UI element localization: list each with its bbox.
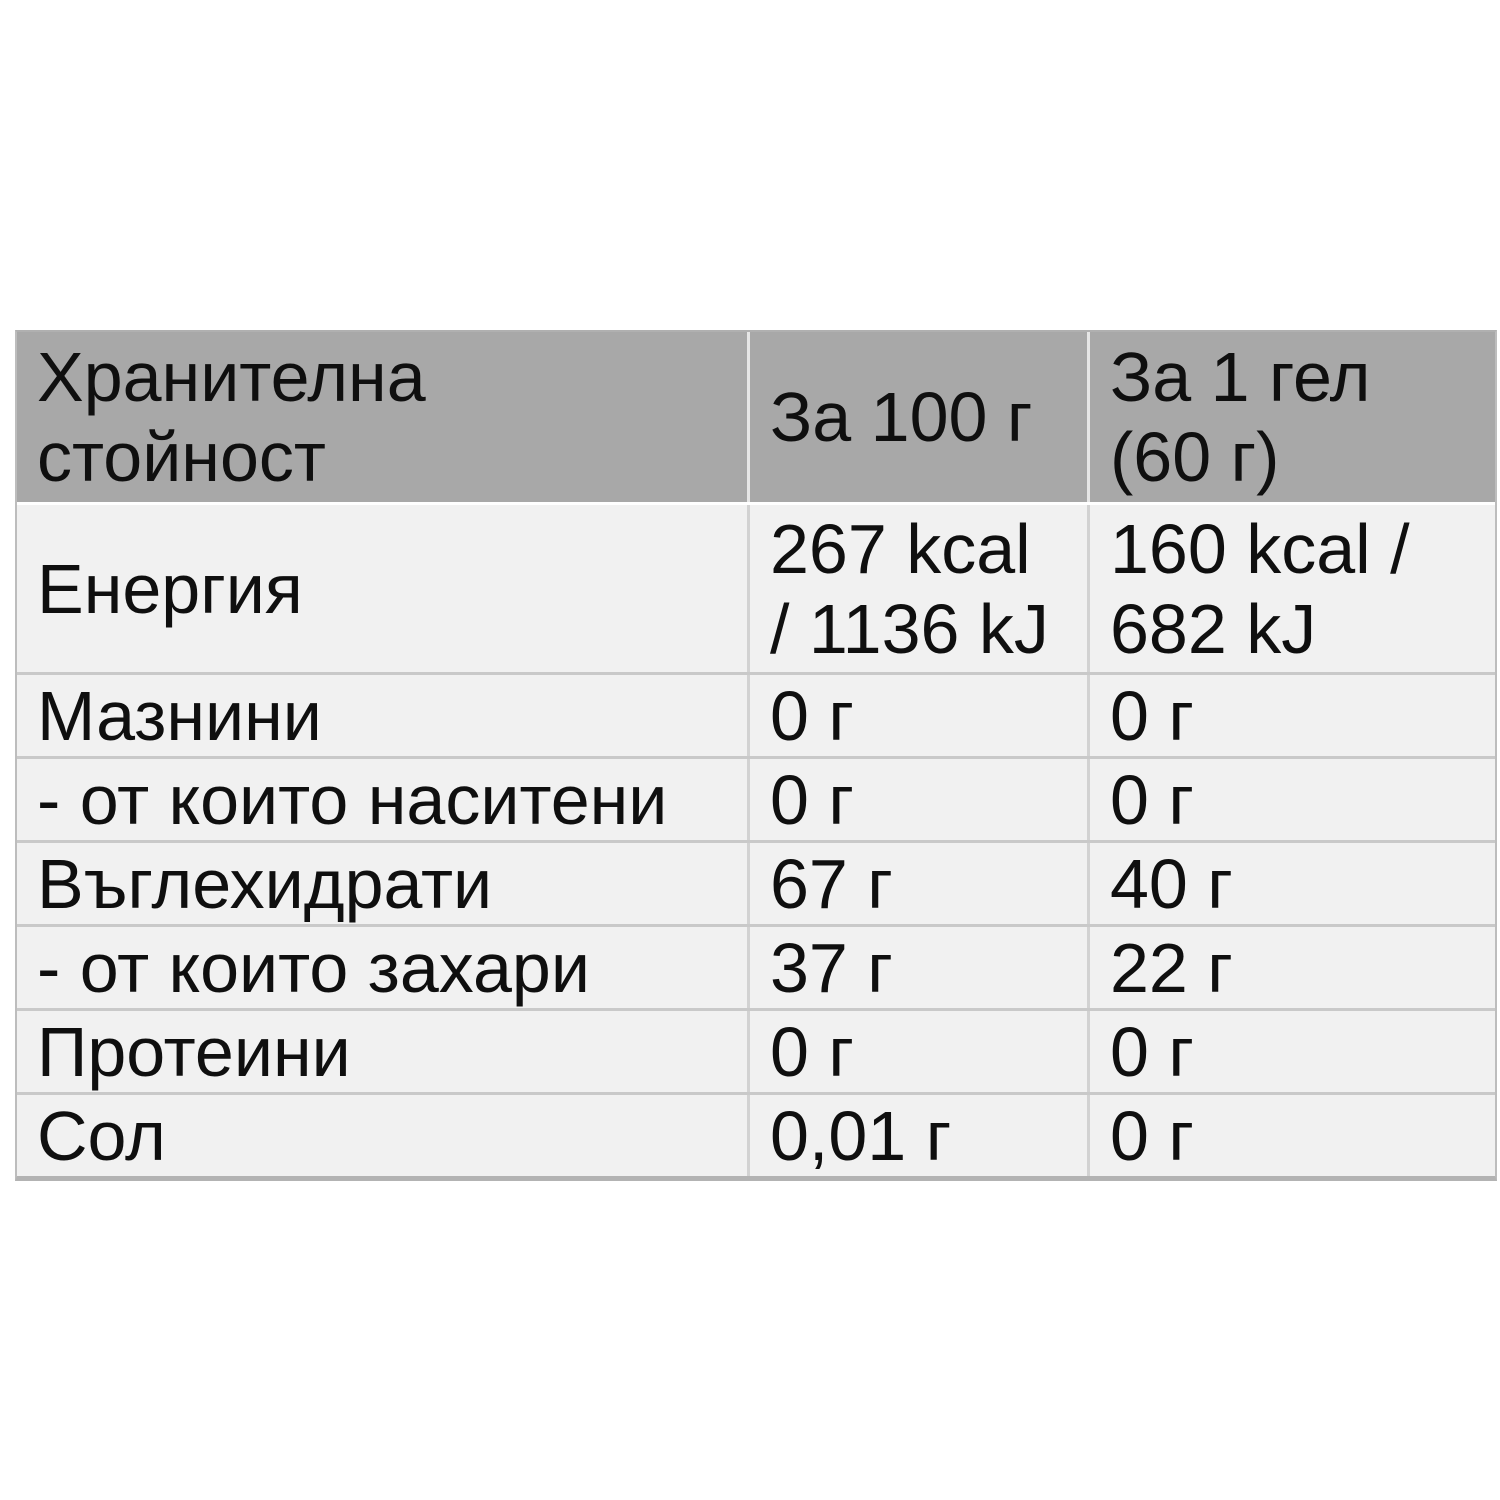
per-100g-value: 37 г (747, 927, 1087, 1008)
per-gel-value: 40 г (1087, 843, 1495, 924)
table-row-energy: Енергия 267 kcal / 1136 kJ 160 kcal / 68… (17, 502, 1495, 672)
per-100g-value: 267 kcal / 1136 kJ (747, 505, 1087, 672)
per-100g-value: 0 г (747, 759, 1087, 840)
nutrient-label: Протеини (37, 1012, 351, 1091)
per-gel-value: 0 г (1087, 675, 1495, 756)
nutrient-label: Енергия (37, 549, 303, 628)
nutrient-label: Сол (37, 1096, 166, 1175)
per-gel-value: 0 г (1087, 1095, 1495, 1176)
per-gel-value: 160 kcal / 682 kJ (1087, 505, 1495, 672)
per-gel-value: 0 г (1087, 759, 1495, 840)
nutrient-label: - от които наситени (37, 760, 668, 839)
nutrition-table: Хранителна стойност За 100 г За 1 гел (6… (15, 330, 1497, 1181)
per-gel-value: 22 г (1087, 927, 1495, 1008)
nutrient-label: Въглехидрати (37, 844, 493, 923)
per-gel-value: 0 г (1087, 1011, 1495, 1092)
header-cell-per-100g: За 100 г (747, 332, 1087, 502)
table-row-fat: Мазнини 0 г 0 г (17, 672, 1495, 756)
table-row-saturated-fat: - от които наситени 0 г 0 г (17, 756, 1495, 840)
per-100g-value: 67 г (747, 843, 1087, 924)
header-cell-per-gel: За 1 гел (60 г) (1087, 332, 1495, 502)
per-100g-value: 0,01 г (747, 1095, 1087, 1176)
table-row-protein: Протеини 0 г 0 г (17, 1008, 1495, 1092)
nutrient-label: Мазнини (37, 676, 322, 755)
table-row-sugars: - от които захари 37 г 22 г (17, 924, 1495, 1008)
per-100g-value: 0 г (747, 1011, 1087, 1092)
table-row-salt: Сол 0,01 г 0 г (17, 1092, 1495, 1176)
table-row-carbohydrates: Въглехидрати 67 г 40 г (17, 840, 1495, 924)
table-header-row: Хранителна стойност За 100 г За 1 гел (6… (17, 332, 1495, 502)
per-100g-value: 0 г (747, 675, 1087, 756)
nutrient-label: - от които захари (37, 928, 590, 1007)
header-cell-nutrition-value: Хранителна стойност (37, 338, 426, 496)
